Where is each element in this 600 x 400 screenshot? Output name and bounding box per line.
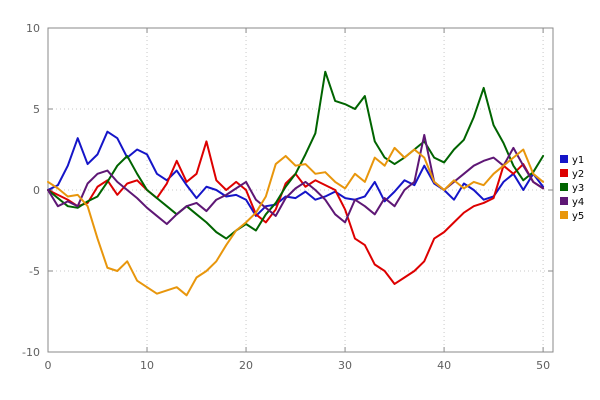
x-tick-label: 20 — [239, 359, 253, 372]
x-tick-label: 0 — [45, 359, 52, 372]
x-tick-label: 30 — [338, 359, 352, 372]
legend-label-y1: y1 — [572, 155, 584, 166]
legend-label-y4: y4 — [572, 197, 584, 208]
y-tick-label: -10 — [22, 346, 40, 359]
x-tick-label: 40 — [437, 359, 451, 372]
legend-swatch-y5 — [560, 211, 568, 219]
series-line-y2 — [47, 140, 545, 285]
legend-swatch-y3 — [560, 183, 568, 191]
y-tick-label: 0 — [33, 184, 40, 197]
y-tick-label: 5 — [33, 103, 40, 116]
legend-swatch-y4 — [560, 197, 568, 205]
legend-swatch-y2 — [560, 169, 568, 177]
series-line-y1 — [47, 130, 545, 217]
x-tick-label: 10 — [140, 359, 154, 372]
y-tick-label: -5 — [29, 265, 40, 278]
legend-swatch-y1 — [560, 155, 568, 163]
series-line-y3 — [47, 70, 545, 240]
y-tick-label: 10 — [26, 22, 40, 35]
series-line-y5 — [47, 146, 545, 297]
series-line-y4 — [47, 133, 545, 226]
legend-label-y3: y3 — [572, 183, 584, 194]
legend-label-y5: y5 — [572, 211, 584, 222]
x-tick-label: 50 — [536, 359, 550, 372]
legend-label-y2: y2 — [572, 169, 584, 180]
